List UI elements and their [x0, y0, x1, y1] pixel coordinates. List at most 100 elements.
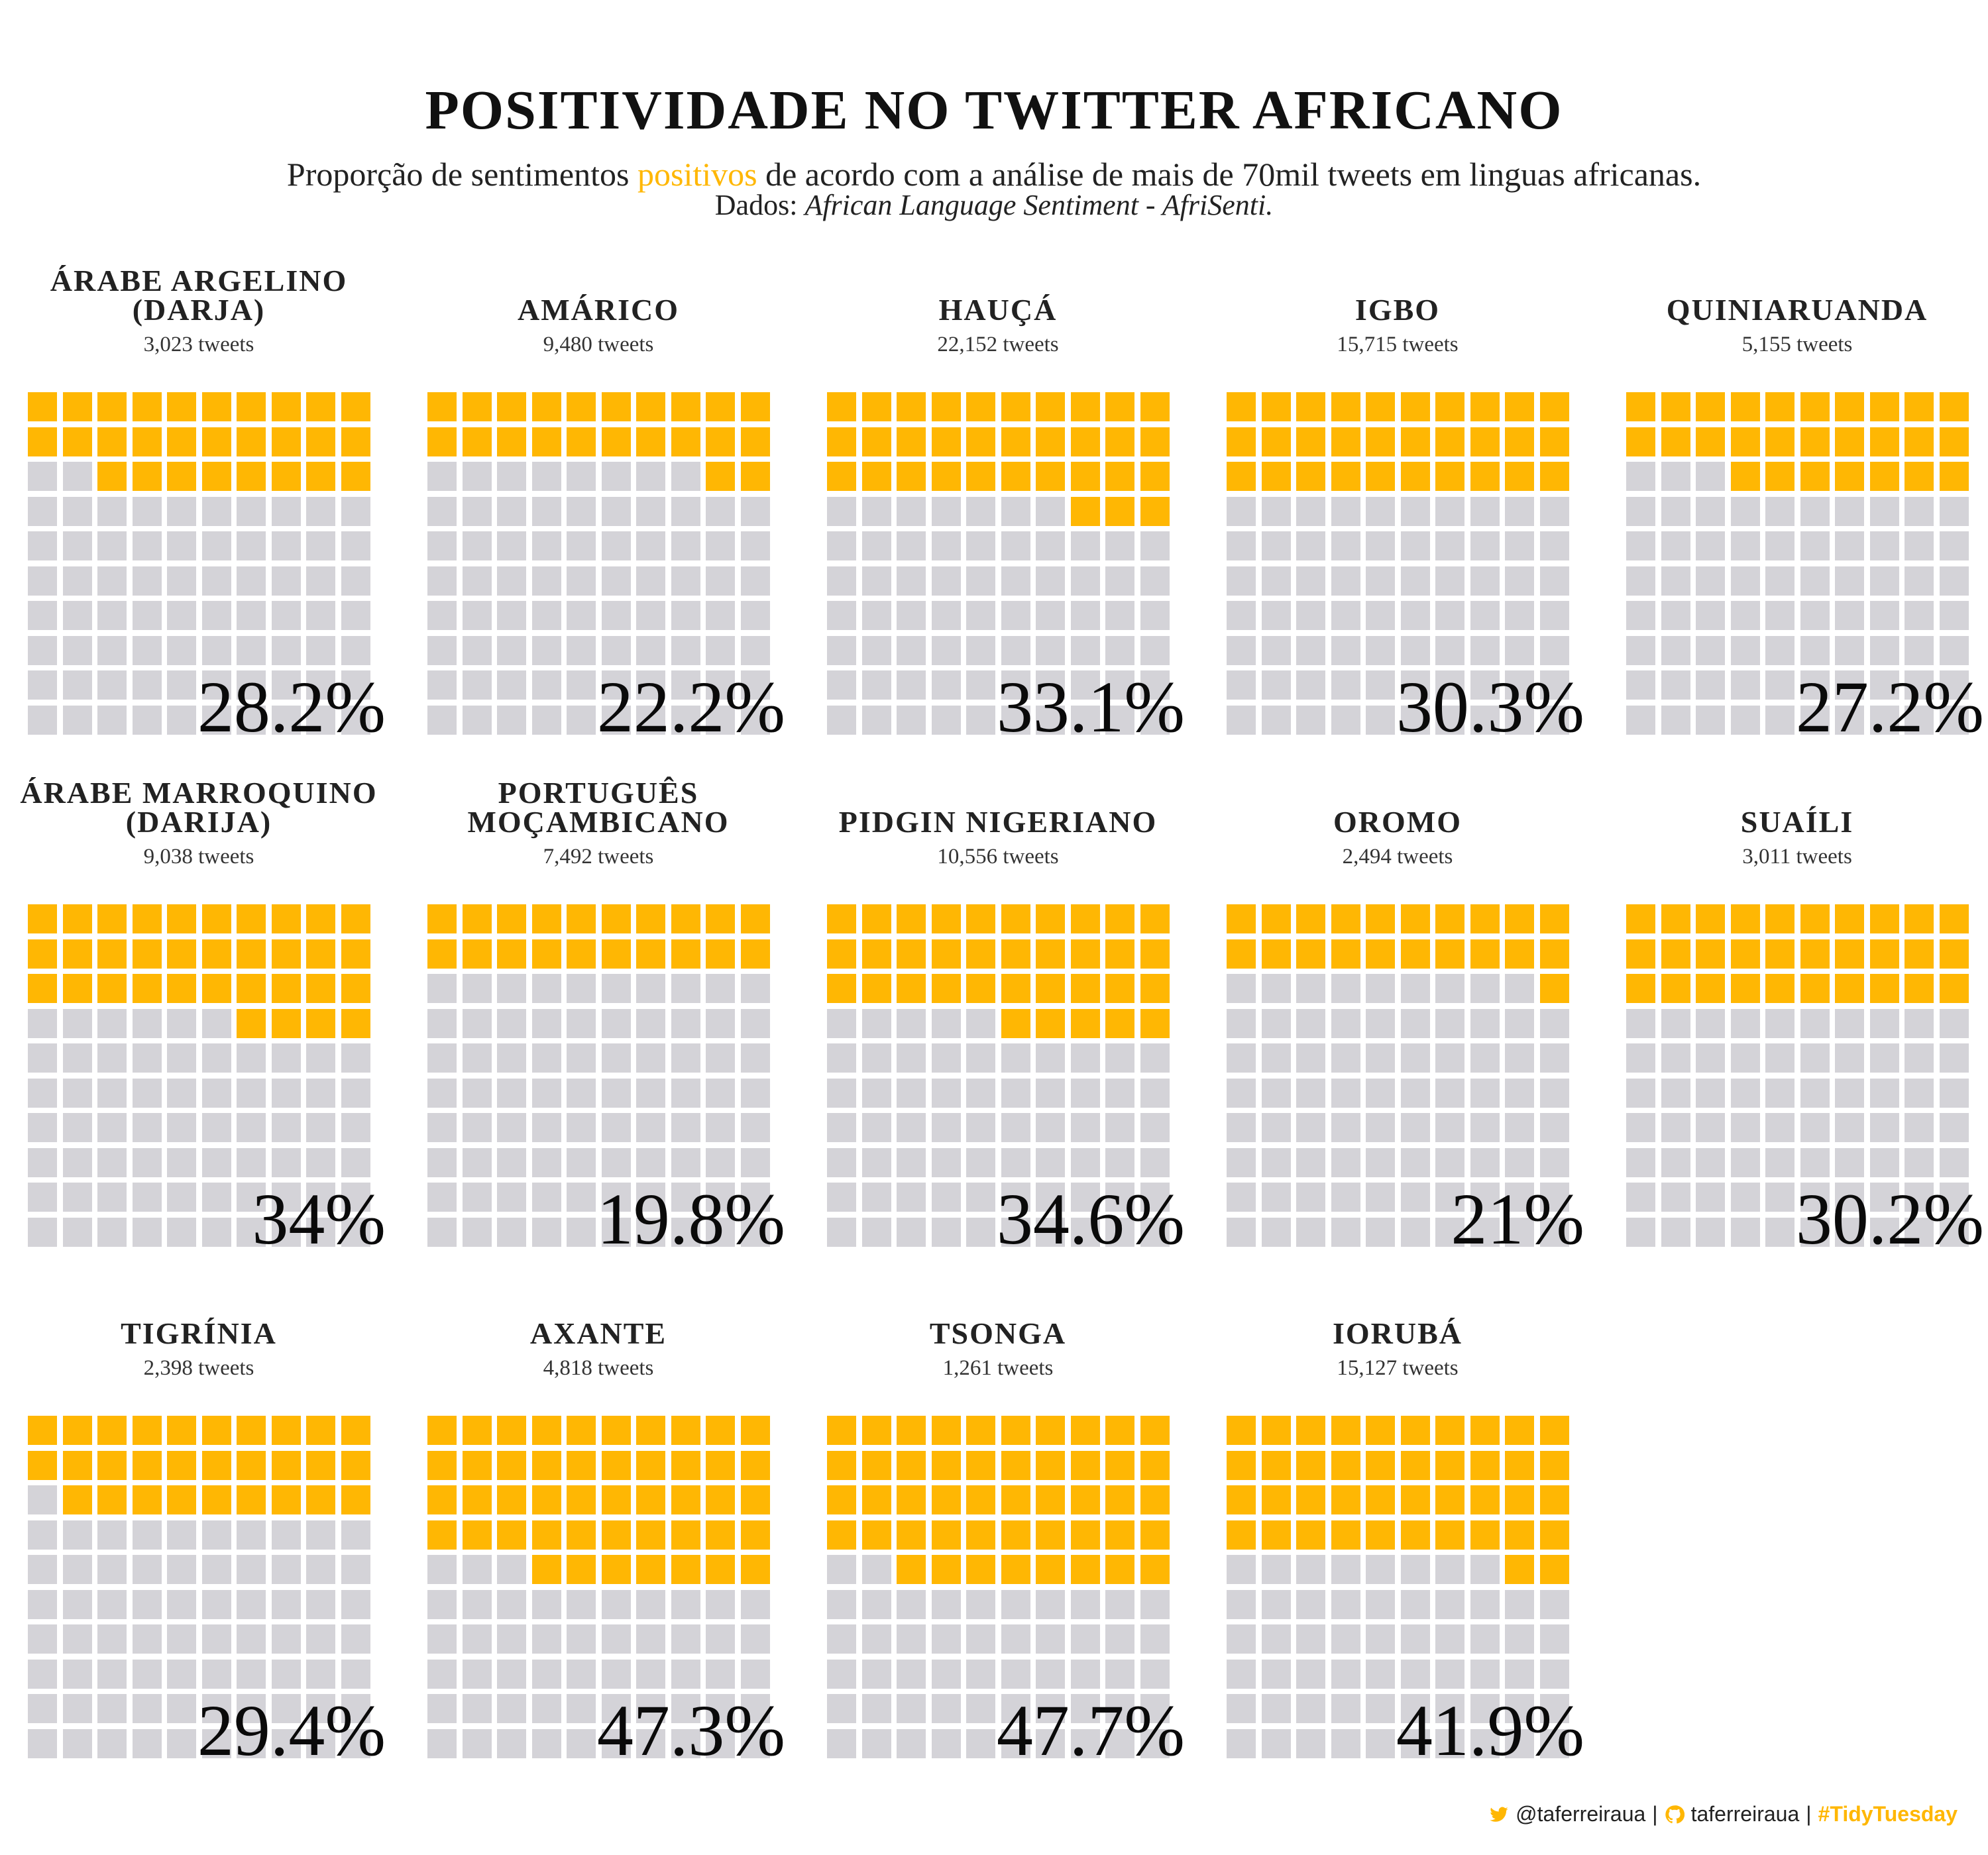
waffle-cell	[132, 670, 162, 700]
waffle-cell	[740, 566, 770, 596]
waffle-cell	[201, 1217, 231, 1247]
waffle-cell	[62, 1183, 92, 1212]
waffle-cell	[1400, 974, 1430, 1003]
waffle-cell	[671, 601, 700, 630]
waffle-cell	[1261, 566, 1291, 596]
waffle-cell	[636, 462, 665, 491]
waffle-cell	[1539, 1147, 1569, 1177]
waffle-cell	[1470, 566, 1500, 596]
waffle-cell	[97, 1728, 127, 1758]
waffle-cell	[167, 1450, 196, 1480]
waffle-panel: AMÁRICO 9,480 tweets 22.2%	[400, 252, 797, 743]
waffle-cell	[1800, 705, 1830, 735]
waffle-cell	[1765, 1183, 1795, 1212]
waffle-cell	[636, 1694, 665, 1723]
waffle-cell	[1730, 392, 1760, 421]
waffle-cell	[62, 1008, 92, 1038]
waffle-cell	[28, 1043, 57, 1073]
waffle-cell	[1800, 462, 1830, 491]
waffle-cell	[201, 1008, 231, 1038]
waffle-cell	[1001, 462, 1030, 491]
waffle-cell	[1400, 1183, 1430, 1212]
waffle-cell	[1470, 939, 1500, 969]
waffle-cell	[1939, 939, 1969, 969]
waffle-cell	[1400, 392, 1430, 421]
waffle-cell	[1505, 670, 1534, 700]
waffle-cell	[1626, 904, 1655, 933]
waffle-cell	[1661, 1183, 1690, 1212]
waffle-cell	[636, 1589, 665, 1619]
waffle-cell	[740, 705, 770, 735]
waffle-cell	[462, 427, 492, 456]
waffle-cell	[601, 1008, 631, 1038]
waffle-cell	[1140, 1555, 1170, 1584]
waffle-cell	[740, 635, 770, 665]
waffle-cell	[1366, 705, 1395, 735]
waffle-cell	[827, 1589, 856, 1619]
waffle-cell	[740, 1589, 770, 1619]
waffle-cell	[1939, 566, 1969, 596]
waffle-cell	[1905, 1078, 1934, 1108]
waffle-cell	[740, 1043, 770, 1073]
waffle-cell	[1366, 1659, 1395, 1689]
waffle-cell	[1140, 1113, 1170, 1142]
waffle-cell	[462, 1728, 492, 1758]
github-icon	[1665, 1805, 1684, 1823]
waffle-cell	[462, 496, 492, 526]
waffle-cell	[1939, 496, 1969, 526]
twitter-icon	[1490, 1807, 1508, 1822]
waffle-cell	[62, 1113, 92, 1142]
waffle-cell	[1869, 1183, 1899, 1212]
waffle-cell	[966, 462, 995, 491]
waffle-cell	[497, 1416, 526, 1445]
waffle-cell	[62, 705, 92, 735]
waffle-cell	[740, 1485, 770, 1514]
waffle-cell	[931, 1217, 961, 1247]
waffle-cell	[1140, 1520, 1170, 1550]
waffle-cell	[671, 1555, 700, 1584]
waffle-cell	[28, 939, 57, 969]
waffle-cell	[1730, 601, 1760, 630]
waffle-cell	[1001, 496, 1030, 526]
waffle-cell	[97, 1147, 127, 1177]
waffle-cell	[706, 496, 735, 526]
waffle-cell	[1626, 462, 1655, 491]
waffle-cell	[1626, 496, 1655, 526]
waffle-cell	[1331, 392, 1360, 421]
waffle-cell	[1036, 1416, 1065, 1445]
waffle-cell	[861, 1183, 891, 1212]
waffle-cell	[636, 601, 665, 630]
waffle-cell	[1261, 1589, 1291, 1619]
waffle-cell	[201, 392, 231, 421]
waffle-cell	[1505, 601, 1534, 630]
waffle-cell	[1331, 1624, 1360, 1654]
waffle-cell	[1331, 939, 1360, 969]
waffle-cell	[1227, 705, 1256, 735]
waffle-cell	[1505, 1589, 1534, 1619]
waffle-cell	[497, 1485, 526, 1514]
waffle-cell	[1105, 1659, 1134, 1689]
twitter-handle: @taferreiraua	[1516, 1802, 1646, 1826]
waffle-cell	[497, 427, 526, 456]
waffle-cell	[1539, 705, 1569, 735]
waffle-cell	[1296, 974, 1325, 1003]
waffle-cell	[1800, 531, 1830, 560]
waffle-cell	[427, 974, 457, 1003]
waffle-cell	[462, 939, 492, 969]
waffle-cell	[306, 392, 335, 421]
waffle-cell	[1227, 939, 1256, 969]
footer-credits: @taferreiraua | taferreiraua | #TidyTues…	[1489, 1802, 1958, 1827]
waffle-cell	[740, 904, 770, 933]
waffle-cell	[1800, 635, 1830, 665]
panel-title-line: (DARJA)	[132, 293, 266, 327]
waffle-cell	[1626, 531, 1655, 560]
waffle-cell	[167, 601, 196, 630]
panel-tweet-count: 3,023 tweets	[143, 333, 254, 356]
waffle-cell	[497, 1183, 526, 1212]
waffle-cell	[341, 1694, 370, 1723]
waffle-cell	[1296, 1694, 1325, 1723]
waffle-cell	[601, 1078, 631, 1108]
waffle-cell	[1505, 566, 1534, 596]
waffle-cell	[1331, 566, 1360, 596]
waffle-cell	[671, 531, 700, 560]
